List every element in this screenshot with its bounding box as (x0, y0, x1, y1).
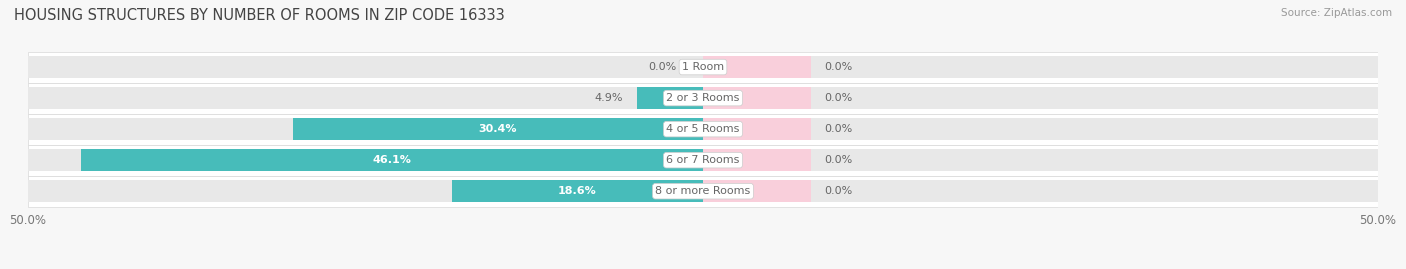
Text: 4 or 5 Rooms: 4 or 5 Rooms (666, 124, 740, 134)
Text: Source: ZipAtlas.com: Source: ZipAtlas.com (1281, 8, 1392, 18)
Text: 0.0%: 0.0% (824, 93, 852, 103)
Bar (292, 118, 703, 140)
Bar (28, 149, 703, 171)
Bar (637, 87, 703, 109)
Text: 0.0%: 0.0% (824, 186, 852, 196)
Text: HOUSING STRUCTURES BY NUMBER OF ROOMS IN ZIP CODE 16333: HOUSING STRUCTURES BY NUMBER OF ROOMS IN… (14, 8, 505, 23)
Bar (703, 180, 811, 202)
Text: 0.0%: 0.0% (648, 62, 676, 72)
Bar (80, 149, 703, 171)
Text: 0.0%: 0.0% (824, 62, 852, 72)
Bar (811, 56, 1378, 78)
Text: 46.1%: 46.1% (373, 155, 412, 165)
Text: 1 Room: 1 Room (682, 62, 724, 72)
Bar (811, 118, 1378, 140)
Bar (28, 83, 1378, 114)
Bar (28, 114, 1378, 145)
Bar (811, 180, 1378, 202)
Bar (28, 52, 1378, 83)
Bar (28, 180, 703, 202)
Text: 0.0%: 0.0% (824, 155, 852, 165)
Text: 4.9%: 4.9% (595, 93, 623, 103)
Text: 8 or more Rooms: 8 or more Rooms (655, 186, 751, 196)
Bar (811, 87, 1378, 109)
Bar (703, 56, 811, 78)
Bar (28, 145, 1378, 176)
Bar (28, 87, 703, 109)
Text: 30.4%: 30.4% (478, 124, 517, 134)
Text: 2 or 3 Rooms: 2 or 3 Rooms (666, 93, 740, 103)
Bar (451, 180, 703, 202)
Bar (28, 118, 703, 140)
Bar (811, 149, 1378, 171)
Text: 0.0%: 0.0% (824, 124, 852, 134)
Bar (703, 87, 811, 109)
Bar (28, 176, 1378, 207)
Bar (703, 149, 811, 171)
Bar (703, 118, 811, 140)
Bar (28, 56, 703, 78)
Text: 18.6%: 18.6% (558, 186, 598, 196)
Text: 6 or 7 Rooms: 6 or 7 Rooms (666, 155, 740, 165)
